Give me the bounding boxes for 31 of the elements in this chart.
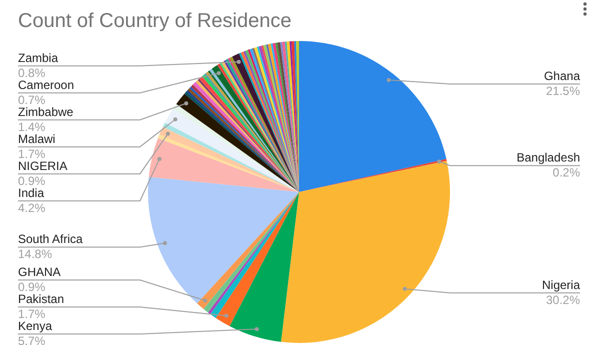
data-label: 1.7% [18,146,46,161]
data-label: 0.9% [18,174,46,188]
slice-label: Nigeria [542,278,580,292]
pie-slice [148,176,299,304]
data-label: 0.2% [552,166,580,180]
data-label: 1.7% [18,307,46,321]
slice-label: Pakistan [18,292,64,306]
pie-slice [299,41,446,192]
slice-label: NIGERIA [18,158,68,173]
slice-label: South Africa [18,232,84,246]
data-label: 30.2% [546,292,580,307]
data-label: 0.8% [18,66,46,80]
data-label: 14.8% [18,247,52,262]
pie-slice [230,192,299,342]
data-label: 0.7% [18,92,46,107]
slice-label: Bangladesh [516,150,580,165]
data-label: 1.4% [18,120,46,134]
slice-label: Zambia [18,50,58,65]
slice-label: Kenya [18,319,52,333]
chart-title: Count of Country of Residence [18,10,292,32]
pie-slice [281,160,450,343]
slice-label: India [18,186,44,200]
slice-label: GHANA [18,265,61,279]
data-label: 0.9% [18,280,46,294]
data-label: 5.7% [18,334,46,345]
slice-label: Cameroon [18,78,74,92]
data-label: 4.2% [18,200,46,215]
slice-label: Zimbabwe [18,104,74,119]
slice-label: Ghana [544,69,580,84]
data-label: 21.5% [546,84,580,98]
slice-label: Malawi [18,132,56,146]
